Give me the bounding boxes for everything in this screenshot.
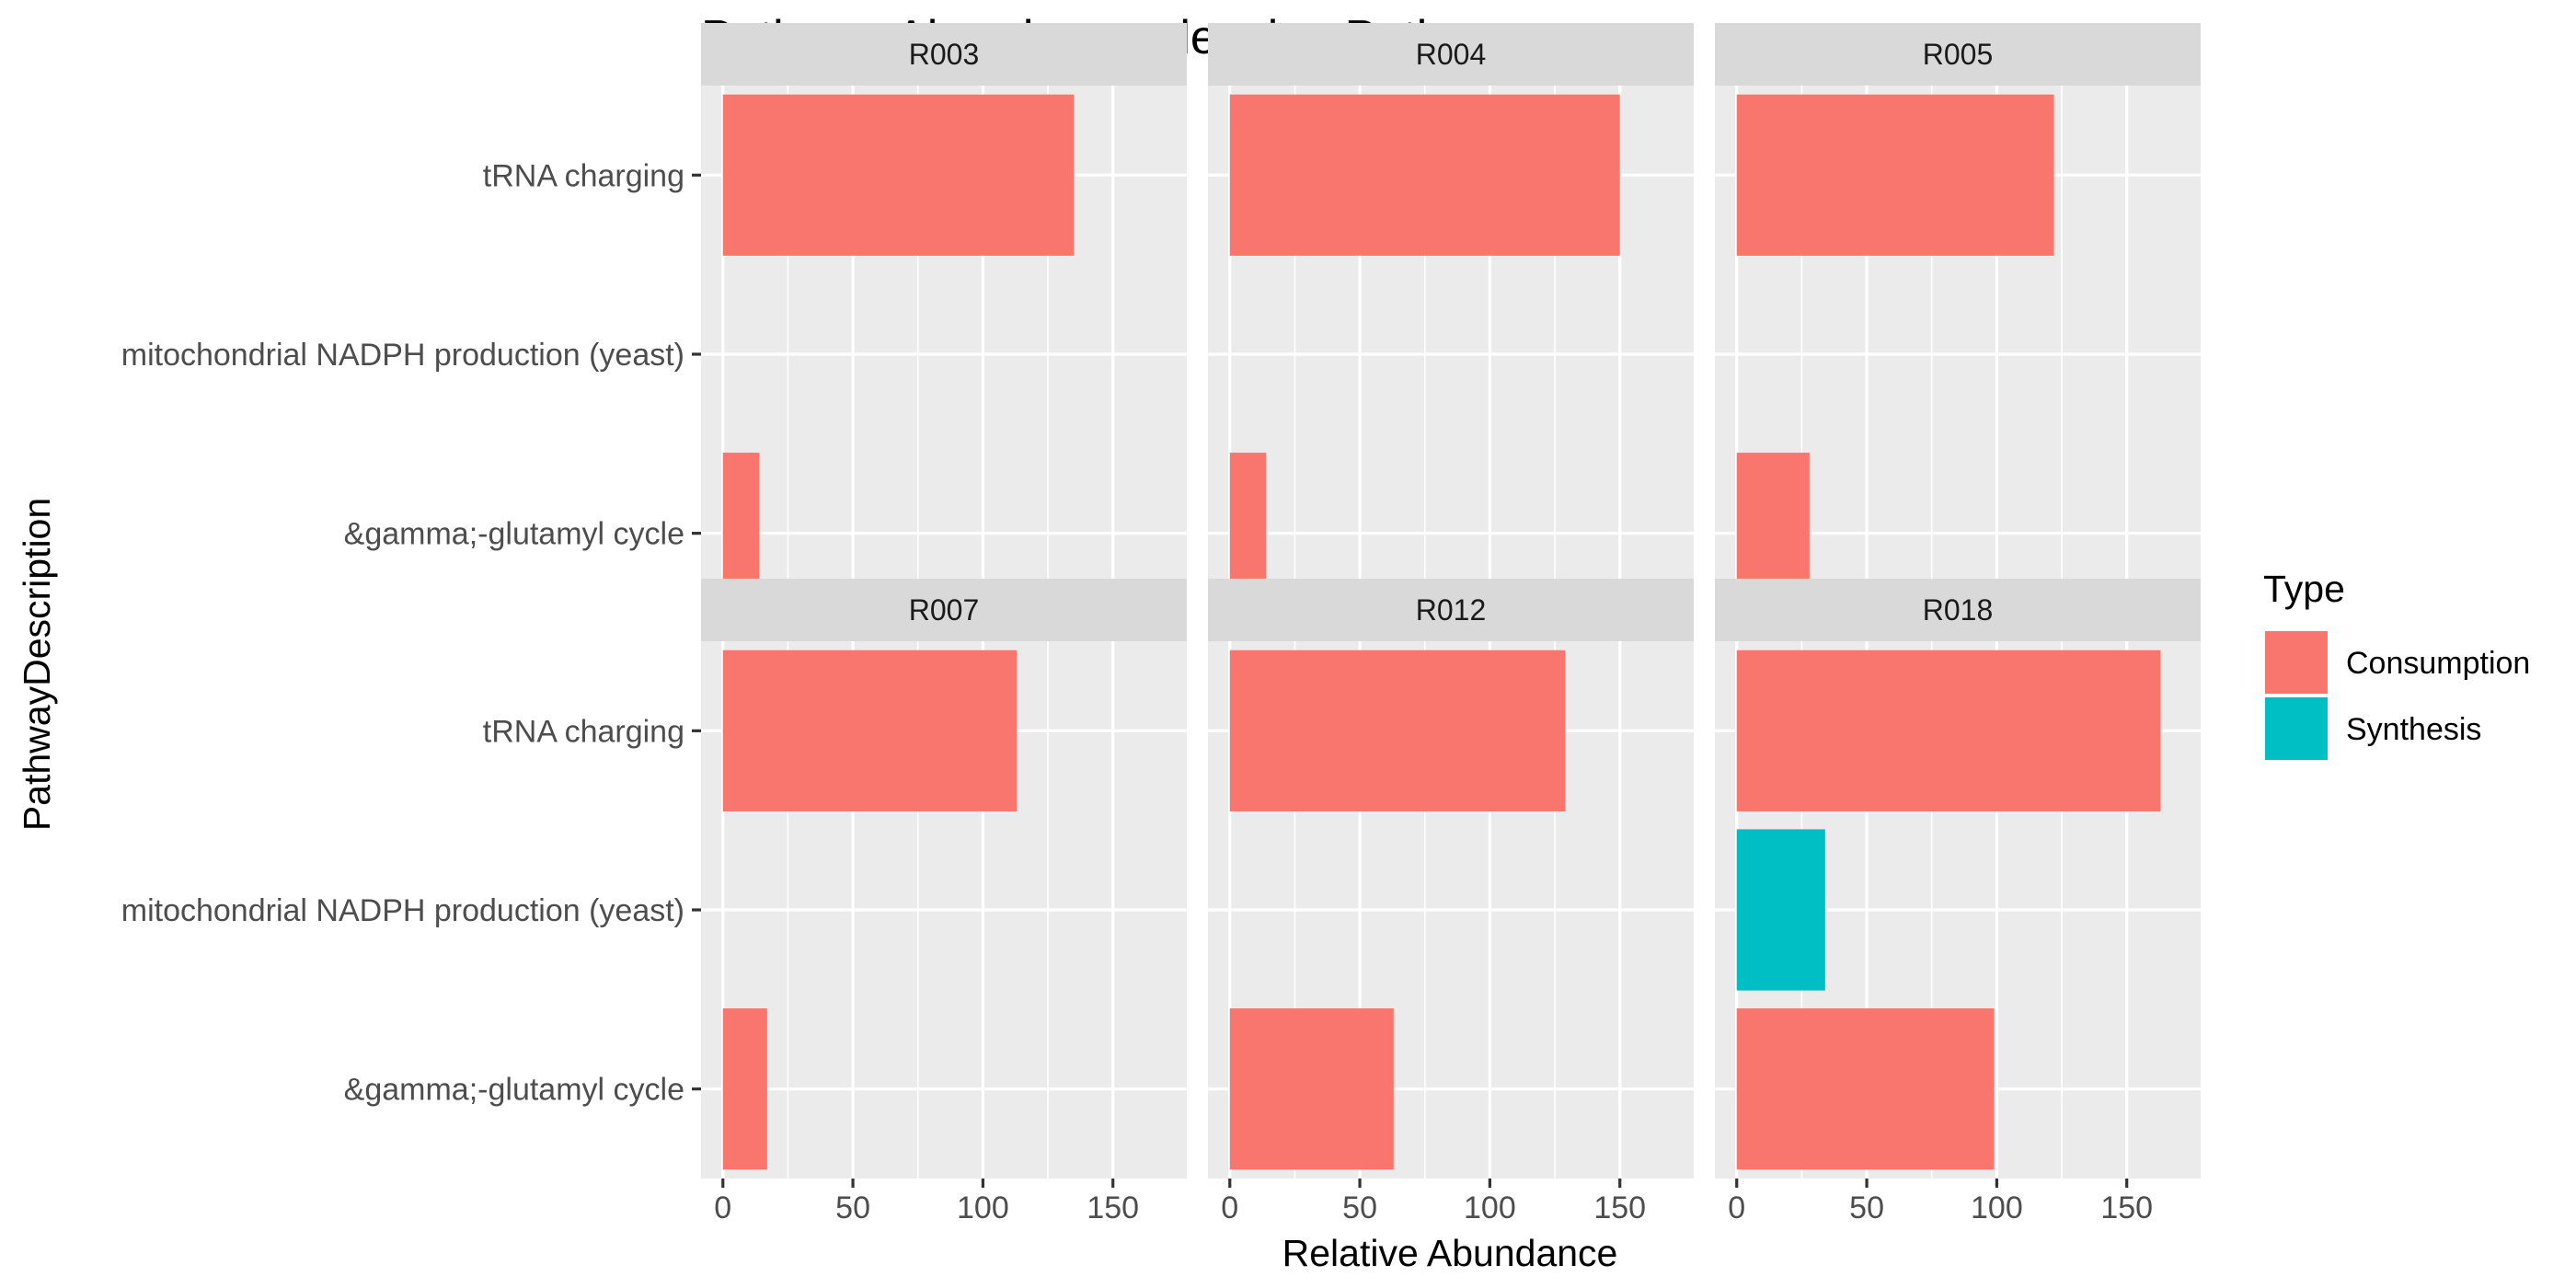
x-tick-label: 50 (1849, 1190, 1884, 1225)
bar-R018-mitochondrial-nadph-production-yeast (1736, 829, 1825, 991)
x-tick-label: 150 (1593, 1190, 1646, 1225)
bar-R012-trna-charging (1229, 650, 1566, 811)
x-tick-label: 50 (1342, 1190, 1377, 1225)
legend-title: Type (2263, 568, 2345, 610)
facet-strip-R007 (701, 579, 1187, 641)
y-tick-label: &gamma;-glutamyl cycle (344, 517, 684, 552)
x-axis-title: Relative Abundance (1282, 1232, 1618, 1274)
legend-key-synthesis (2265, 697, 2328, 760)
x-tick-label: 50 (835, 1190, 870, 1225)
bar-R004-trna-charging (1229, 94, 1620, 256)
facet-label: R012 (1416, 593, 1487, 627)
x-tick-label: 100 (957, 1190, 1009, 1225)
x-tick-label: 0 (1221, 1190, 1238, 1225)
bar-R007-trna-charging (722, 650, 1018, 811)
facet-R007: R007 0 50 100 150 tRNA charging mitochondrial … (121, 579, 1187, 1225)
x-tick-label: 0 (1728, 1190, 1745, 1225)
facet-label: R003 (909, 38, 980, 71)
bar-R018-glutamyl-cycle (1736, 1008, 1995, 1170)
facet-label: R018 (1923, 593, 1994, 627)
bar-R005-trna-charging (1736, 94, 2054, 256)
facet-strip-R018 (1715, 579, 2201, 641)
facet-label: R007 (909, 593, 980, 627)
y-tick-label: mitochondrial NADPH production (yeast) (121, 338, 684, 373)
legend-key-consumption (2265, 631, 2328, 694)
bar-R018-trna-charging (1736, 650, 2161, 811)
facet-label: R005 (1923, 38, 1994, 71)
x-tick-label: 100 (1971, 1190, 2023, 1225)
x-tick-label: 150 (2100, 1190, 2153, 1225)
y-tick-label: tRNA charging (483, 714, 684, 749)
facet-label: R004 (1416, 38, 1487, 71)
facet-R012: R012 0 50 100 150 (1208, 579, 1694, 1225)
y-tick-label: tRNA charging (483, 158, 684, 193)
facet-R018: R018 0 50 100 150 (1715, 579, 2201, 1225)
legend-label-consumption: Consumption (2346, 646, 2530, 681)
facet-strip-R012 (1208, 579, 1694, 641)
facet-R005: R005 (1715, 23, 2201, 623)
bar-R012-glutamyl-cycle (1229, 1008, 1394, 1170)
facet-strip-R004 (1208, 23, 1694, 86)
x-tick-label: 0 (714, 1190, 731, 1225)
facet-grid: R003 tRNA charging mitochondrial NADPH pro… (121, 23, 2201, 1225)
bar-R003-trna-charging (722, 94, 1075, 256)
x-tick-label: 100 (1464, 1190, 1516, 1225)
y-tick-label: &gamma;-glutamyl cycle (344, 1073, 684, 1108)
facet-strip-R005 (1715, 23, 2201, 86)
facet-R004: R004 (1208, 23, 1694, 623)
bar-R007-glutamyl-cycle (722, 1008, 767, 1170)
facet-strip-R003 (701, 23, 1187, 86)
y-axis-title: PathwayDescription (16, 498, 58, 831)
y-tick-label: mitochondrial NADPH production (yeast) (121, 893, 684, 928)
facet-R003: R003 tRNA charging mitochondrial NADPH pro… (121, 23, 1187, 623)
legend: Type Consumption Synthesis (2263, 568, 2530, 760)
legend-label-synthesis: Synthesis (2346, 712, 2481, 747)
x-tick-label: 150 (1087, 1190, 1139, 1225)
